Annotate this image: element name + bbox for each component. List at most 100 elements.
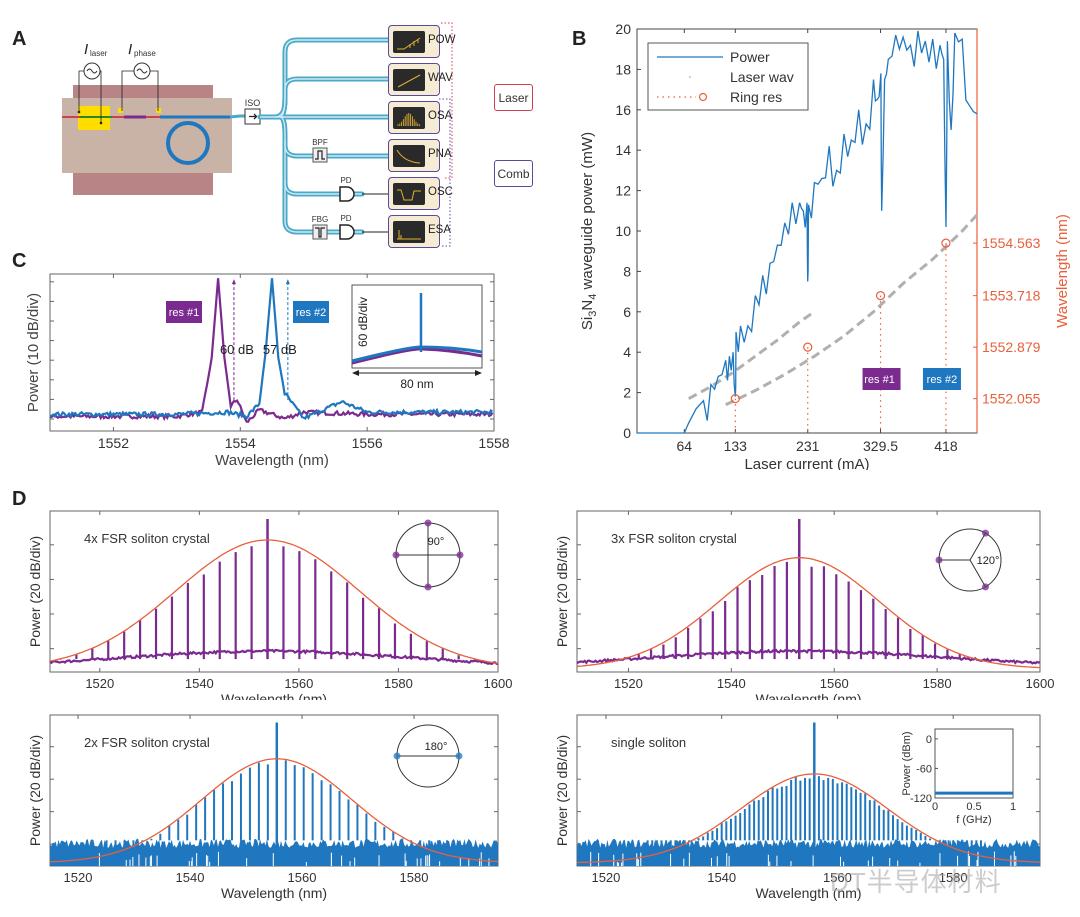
phase-pad-2 bbox=[156, 108, 161, 113]
legend-entry: Power bbox=[730, 49, 770, 65]
spectrum-title: 2x FSR soliton crystal bbox=[84, 735, 210, 750]
x-tick-label: 1520 bbox=[614, 676, 643, 691]
y-axis-label: Si3N4 waveguide power (mW) bbox=[579, 132, 599, 330]
chart-d1: 1520 1540 1560 1580 1600 Wavelength (nm) Power… bbox=[27, 510, 513, 700]
y-axis-label: Power (20 dB/div) bbox=[554, 536, 570, 647]
arrow-head-icon bbox=[285, 279, 290, 285]
photodiode-2-icon bbox=[339, 224, 355, 240]
soliton-pulse-dot bbox=[982, 583, 989, 591]
isolator-arrow-icon bbox=[249, 113, 258, 120]
x-tick-label: 1600 bbox=[484, 676, 513, 691]
envelope-fit bbox=[49, 539, 499, 665]
rf-x-tick-label: 0 bbox=[932, 801, 938, 813]
y-tick-label: 4 bbox=[623, 344, 631, 360]
x-tick-label: 1580 bbox=[939, 870, 968, 885]
x-tick-label: 1540 bbox=[185, 676, 214, 691]
res-annotation-label: res #2 bbox=[927, 374, 958, 386]
soliton-position-diagram: 180° bbox=[393, 724, 463, 788]
noise-floor bbox=[577, 838, 1040, 866]
notch-filter-icon bbox=[315, 227, 325, 238]
soliton-pulse-dot bbox=[455, 752, 463, 760]
pd1-label: PD bbox=[340, 176, 351, 185]
spectrum-title: 4x FSR soliton crystal bbox=[84, 531, 210, 546]
instrument-screen-icon bbox=[393, 30, 425, 53]
laser-current-symbol: I bbox=[84, 41, 88, 58]
x-axis-label: Wavelength (nm) bbox=[755, 691, 861, 700]
laser-wav-series bbox=[688, 310, 816, 400]
inset-span-label: 80 nm bbox=[400, 377, 433, 391]
y-tick-label: 12 bbox=[615, 183, 631, 199]
x-tick-label: 231 bbox=[796, 438, 820, 454]
soliton-pulse-dot bbox=[424, 583, 432, 591]
x-tick-label: 1540 bbox=[717, 676, 746, 691]
instrument-screen-icon bbox=[393, 106, 425, 129]
annotation-57db: 57 dB bbox=[263, 342, 297, 357]
x-tick-label: 1560 bbox=[284, 676, 313, 691]
ring-res-marker bbox=[875, 291, 886, 301]
fbg-label: FBG bbox=[312, 215, 328, 224]
chart-d2: 1520 1540 1560 1580 1600 Wavelength (nm) Power… bbox=[554, 510, 1054, 700]
photodiode-1-icon bbox=[339, 186, 355, 202]
y-tick-label: 16 bbox=[615, 102, 631, 118]
angle-label: 90° bbox=[428, 536, 445, 548]
res-annotation-box bbox=[862, 368, 901, 390]
rf-x-tick-label: 0.5 bbox=[966, 801, 981, 813]
instrument-label: WAV bbox=[428, 72, 453, 84]
instrument-label: ESA bbox=[428, 224, 452, 236]
soliton-position-diagram: 90° bbox=[392, 519, 464, 591]
x-tick-label: 1580 bbox=[384, 676, 413, 691]
isolator-label: ISO bbox=[245, 98, 261, 108]
soliton-pulse-dot bbox=[393, 752, 401, 760]
legend-laser-wav-swatch bbox=[689, 76, 691, 78]
x-axis-label: Wavelength (nm) bbox=[221, 885, 327, 901]
y2-axis-label: Wavelength (nm) bbox=[1054, 214, 1071, 328]
ring-res-marker bbox=[730, 394, 740, 404]
soliton-pulse-dot bbox=[424, 519, 432, 527]
panel-label-b: B bbox=[572, 28, 587, 50]
panel-label-d: D bbox=[12, 488, 27, 510]
res2-label-box bbox=[293, 301, 329, 323]
soliton-pulse-dot bbox=[392, 551, 400, 559]
angle-label: 180° bbox=[425, 741, 448, 753]
spectrum-title: 3x FSR soliton crystal bbox=[611, 531, 737, 546]
instrument-pow: POW bbox=[388, 25, 455, 58]
pd2-label: PD bbox=[340, 214, 351, 223]
chart-c: 1552 1554 1556 1558 Wavelength (nm) Power (10… bbox=[25, 273, 510, 469]
y-tick-label: 10 bbox=[615, 223, 631, 239]
annotation-60db: 60 dB bbox=[220, 342, 254, 357]
legend-entry: Ring res bbox=[730, 89, 782, 105]
instrument-label: PNA bbox=[428, 148, 452, 160]
inset-frame bbox=[351, 284, 483, 369]
soliton-pulse-dot bbox=[456, 551, 464, 559]
x-tick-label: 1540 bbox=[707, 870, 736, 885]
setup-schematic: I laser I phase ISO BPF FBG PD PD bbox=[62, 37, 393, 240]
x-axis-label: Laser current (mA) bbox=[744, 456, 869, 470]
laser-wav-series bbox=[725, 213, 979, 407]
chart-b: 0 2 4 6 8 10 12 14 16 18 20 64 133 231 329.5 418 1552.05… bbox=[579, 21, 1071, 470]
angle-label: 120° bbox=[977, 555, 1000, 567]
y2-tick-label: 1553.718 bbox=[982, 288, 1041, 304]
y-tick-label: 2 bbox=[623, 385, 631, 401]
x-tick-label: 1520 bbox=[85, 676, 114, 691]
legend-entry: Laser wav bbox=[730, 69, 794, 85]
ring-resonator bbox=[166, 121, 210, 165]
y-tick-label: 20 bbox=[615, 21, 631, 37]
y-tick-label: 14 bbox=[615, 142, 631, 158]
spectrum-title: single soliton bbox=[611, 735, 686, 750]
instrument-osc: OSC bbox=[388, 177, 453, 210]
y-axis-label: Power (20 dB/div) bbox=[27, 735, 43, 846]
x-tick-label: 1520 bbox=[64, 870, 93, 885]
bandpass-icon bbox=[315, 150, 325, 160]
instrument-pna: PNA bbox=[388, 139, 452, 172]
inset-y-label: 60 dB/div bbox=[356, 297, 370, 347]
rf-y-tick-label: -120 bbox=[910, 793, 932, 805]
x-tick-label: 1580 bbox=[923, 676, 952, 691]
instrument-osa: OSA bbox=[388, 101, 452, 134]
instrument-screen-icon bbox=[393, 182, 425, 205]
soliton-position-diagram: 120° bbox=[935, 528, 1002, 592]
group-brackets bbox=[439, 22, 453, 247]
phase-current-source bbox=[121, 62, 159, 111]
x-tick-label: 1552 bbox=[98, 435, 129, 451]
rf-y-tick-label: -60 bbox=[916, 763, 932, 775]
envelope-fit bbox=[576, 557, 1041, 669]
